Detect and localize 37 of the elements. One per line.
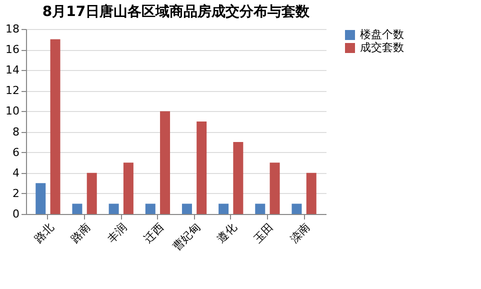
y-tick-label: 12 bbox=[6, 84, 20, 98]
bar bbox=[218, 204, 229, 214]
bar bbox=[123, 162, 134, 214]
bar bbox=[306, 172, 316, 214]
y-tick-label: 8 bbox=[12, 125, 20, 138]
bar bbox=[255, 204, 266, 214]
y-tick-label: 10 bbox=[6, 104, 20, 118]
y-tick-label: 2 bbox=[12, 186, 20, 200]
x-tick-label: 玉田 bbox=[251, 220, 276, 246]
x-tick-label: 迁西 bbox=[141, 220, 166, 246]
legend-label: 楼盘个数 bbox=[360, 28, 404, 41]
y-tick-label: 0 bbox=[12, 208, 20, 220]
bar bbox=[233, 142, 244, 214]
bar bbox=[72, 204, 82, 214]
y-tick-label: 14 bbox=[6, 64, 20, 77]
bar bbox=[36, 183, 46, 214]
x-tick-label: 路南 bbox=[68, 220, 94, 246]
x-tick-label: 丰润 bbox=[104, 220, 130, 246]
y-tick-label: 18 bbox=[6, 22, 20, 36]
bar bbox=[86, 172, 97, 214]
bar bbox=[108, 204, 119, 214]
bar bbox=[145, 204, 156, 214]
bar bbox=[50, 39, 60, 214]
bar bbox=[292, 204, 302, 214]
y-tick-label: 16 bbox=[6, 43, 20, 56]
x-tick-label: 路北 bbox=[32, 220, 56, 246]
bar bbox=[160, 111, 170, 214]
y-tick-label: 6 bbox=[12, 146, 20, 159]
x-tick-label: 遵化 bbox=[214, 220, 240, 246]
bar bbox=[270, 162, 280, 214]
bar bbox=[196, 122, 207, 214]
bar bbox=[182, 204, 192, 214]
legend-label: 成交套数 bbox=[360, 41, 404, 54]
x-tick-label: 曹妃甸 bbox=[170, 220, 203, 254]
chart-title: 8月17日唐山各区域商品房成交分布与套数 bbox=[42, 3, 311, 20]
x-tick-label: 滦南 bbox=[288, 220, 313, 246]
y-tick-label: 4 bbox=[12, 166, 20, 180]
